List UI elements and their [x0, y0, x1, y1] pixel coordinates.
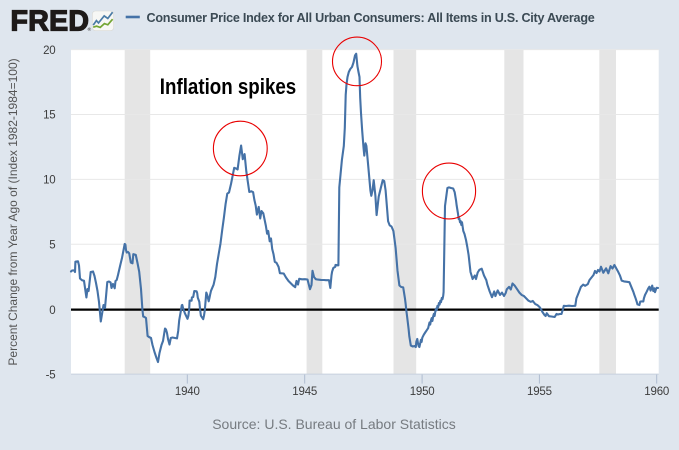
- svg-text:20: 20: [43, 45, 55, 57]
- svg-text:Percent Change from Year Ago o: Percent Change from Year Ago of (Index 1…: [6, 58, 20, 365]
- svg-text:®: ®: [88, 26, 92, 33]
- svg-text:Inflation spikes: Inflation spikes: [160, 74, 296, 99]
- svg-text:Source: U.S. Bureau of Labor S: Source: U.S. Bureau of Labor Statistics: [212, 416, 456, 432]
- svg-text:10: 10: [43, 175, 55, 187]
- svg-text:FRED: FRED: [11, 6, 90, 38]
- svg-text:1945: 1945: [292, 386, 317, 398]
- svg-text:1940: 1940: [175, 386, 200, 398]
- svg-text:15: 15: [43, 110, 55, 122]
- svg-text:Consumer Price Index for All U: Consumer Price Index for All Urban Consu…: [147, 11, 595, 25]
- svg-text:0: 0: [49, 305, 55, 317]
- svg-text:-5: -5: [46, 369, 56, 381]
- svg-text:1960: 1960: [644, 386, 669, 398]
- svg-text:1955: 1955: [527, 386, 552, 398]
- svg-text:5: 5: [49, 240, 55, 252]
- svg-text:1950: 1950: [410, 386, 435, 398]
